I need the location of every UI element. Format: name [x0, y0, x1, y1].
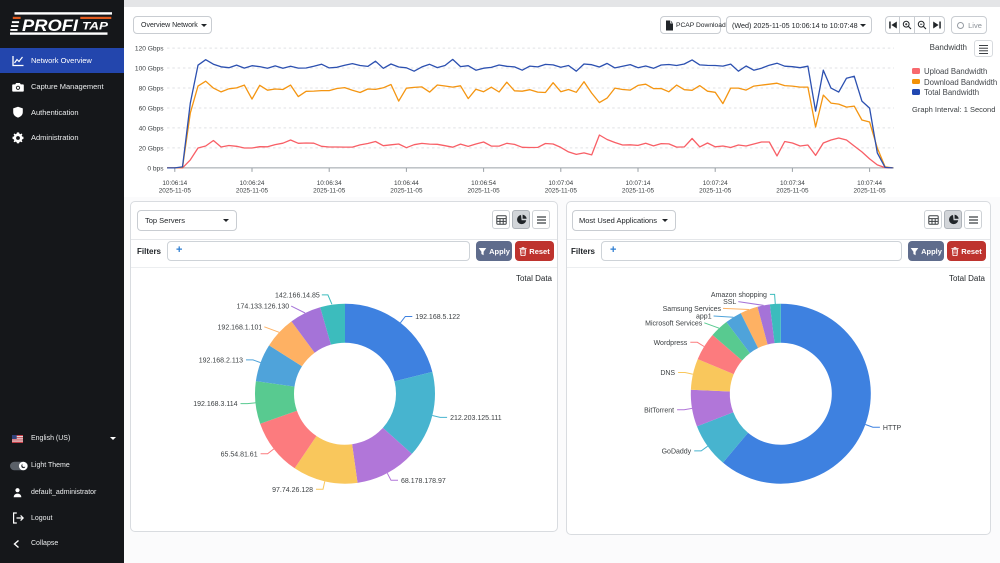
- svg-text:192.168.5.122: 192.168.5.122: [415, 314, 460, 321]
- svg-text:2025-11-05: 2025-11-05: [313, 188, 346, 195]
- svg-text:HTTP: HTTP: [883, 425, 902, 432]
- svg-text:10:07:24: 10:07:24: [703, 180, 728, 187]
- svg-text:Samsung Services: Samsung Services: [663, 306, 722, 313]
- svg-text:20 Gbps: 20 Gbps: [139, 145, 165, 152]
- svg-text:10:07:14: 10:07:14: [626, 180, 651, 187]
- svg-text:BitTorrent: BitTorrent: [644, 407, 674, 414]
- svg-text:2025-11-05: 2025-11-05: [236, 188, 269, 195]
- svg-text:2025-11-05: 2025-11-05: [776, 188, 809, 195]
- svg-text:174.133.126.130: 174.133.126.130: [237, 304, 290, 311]
- svg-text:10:07:04: 10:07:04: [548, 180, 573, 187]
- svg-text:2025-11-05: 2025-11-05: [853, 188, 886, 195]
- svg-text:10:07:34: 10:07:34: [780, 180, 805, 187]
- svg-text:10:06:54: 10:06:54: [471, 180, 496, 187]
- svg-text:2025-11-05: 2025-11-05: [622, 188, 655, 195]
- svg-text:PROFI: PROFI: [22, 16, 79, 35]
- svg-text:120 Gbps: 120 Gbps: [135, 46, 164, 53]
- svg-text:0 bps: 0 bps: [147, 165, 164, 172]
- svg-text:10:07:44: 10:07:44: [857, 180, 882, 187]
- svg-text:65.54.81.61: 65.54.81.61: [221, 451, 258, 458]
- svg-text:2025-11-05: 2025-11-05: [699, 188, 732, 195]
- svg-text:Amazon shopping: Amazon shopping: [711, 292, 767, 299]
- svg-text:Wordpress: Wordpress: [654, 340, 688, 347]
- svg-text:2025-11-05: 2025-11-05: [467, 188, 500, 195]
- svg-text:10:06:34: 10:06:34: [317, 180, 342, 187]
- svg-text:68.178.178.97: 68.178.178.97: [401, 478, 446, 485]
- svg-text:192.168.1.101: 192.168.1.101: [218, 324, 263, 331]
- svg-text:2025-11-05: 2025-11-05: [159, 188, 192, 195]
- svg-text:40 Gbps: 40 Gbps: [139, 125, 165, 132]
- svg-text:142.166.14.85: 142.166.14.85: [275, 293, 320, 300]
- svg-text:192.168.2.113: 192.168.2.113: [199, 358, 243, 365]
- svg-text:60 Gbps: 60 Gbps: [139, 106, 165, 113]
- svg-text:DNS: DNS: [660, 370, 675, 377]
- svg-text:GoDaddy: GoDaddy: [662, 449, 692, 456]
- svg-text:80 Gbps: 80 Gbps: [139, 86, 165, 93]
- svg-text:192.168.3.114: 192.168.3.114: [193, 401, 237, 408]
- svg-text:app1: app1: [696, 314, 712, 321]
- svg-text:10:06:14: 10:06:14: [162, 180, 187, 187]
- svg-text:TAP: TAP: [82, 21, 109, 33]
- svg-text:2025-11-05: 2025-11-05: [390, 188, 423, 195]
- svg-text:Microsoft Services: Microsoft Services: [645, 320, 703, 327]
- svg-text:97.74.26.128: 97.74.26.128: [272, 487, 313, 494]
- svg-text:10:06:44: 10:06:44: [394, 180, 419, 187]
- svg-text:2025-11-05: 2025-11-05: [545, 188, 578, 195]
- svg-text:212.203.125.111: 212.203.125.111: [450, 415, 502, 422]
- svg-text:100 Gbps: 100 Gbps: [135, 66, 164, 73]
- svg-text:10:06:24: 10:06:24: [240, 180, 265, 187]
- svg-text:SSL: SSL: [723, 299, 736, 306]
